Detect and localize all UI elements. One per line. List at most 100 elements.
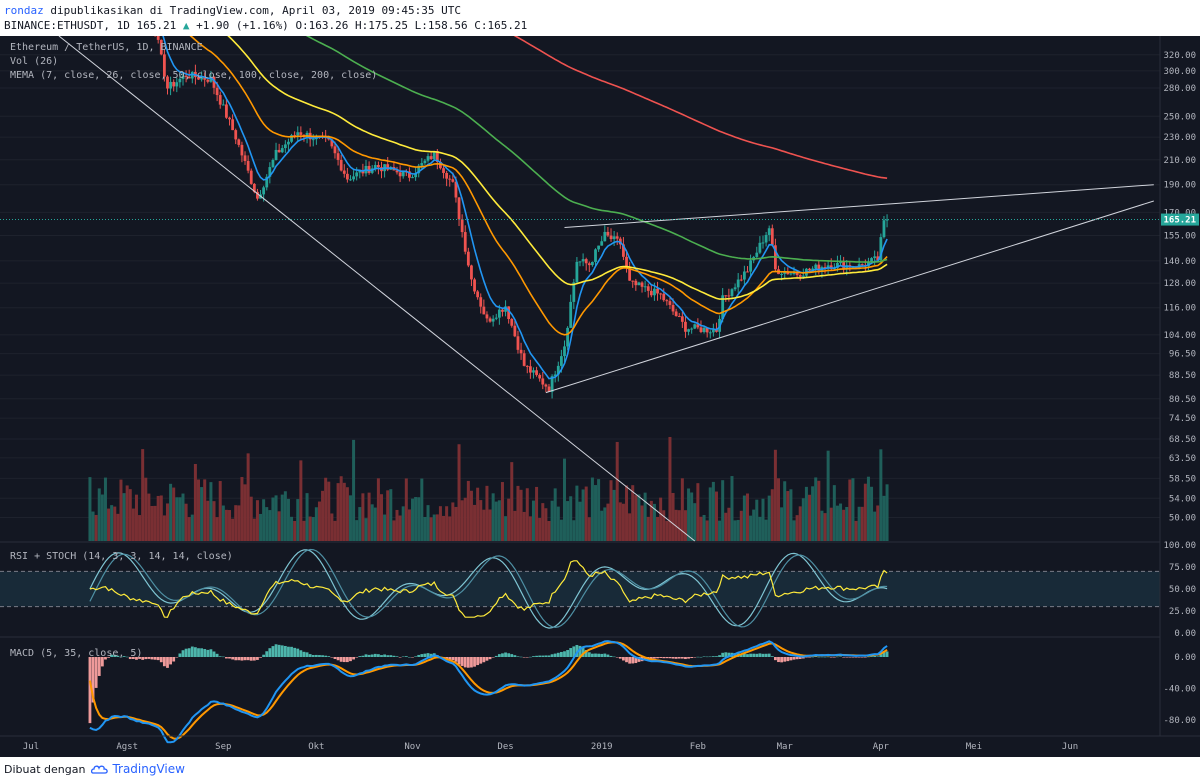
volume-bar xyxy=(169,483,173,541)
volume-bar xyxy=(668,436,672,541)
ema-100-line xyxy=(305,36,888,263)
macd-histogram-bar xyxy=(618,657,622,659)
candle-body xyxy=(612,236,616,240)
price-tick-label: 190.00 xyxy=(1163,181,1196,191)
candle-body xyxy=(411,177,414,179)
price-chart[interactable]: 320.00 300.00 280.00 250.00 230.00 210.00 190.… xyxy=(0,36,1200,757)
volume-bar xyxy=(882,495,886,541)
volume-bar xyxy=(488,509,492,541)
volume-bar xyxy=(761,498,765,541)
volume-bar xyxy=(677,510,681,541)
author-link[interactable]: rondaz xyxy=(4,4,44,17)
candle-body xyxy=(587,263,591,266)
candle-body xyxy=(541,378,545,385)
macd-histogram-bar xyxy=(234,657,238,661)
volume-bar xyxy=(823,513,827,541)
time-tick-label: Nov xyxy=(404,742,420,752)
price-tick-label: 128.00 xyxy=(1163,279,1196,289)
macd-histogram-bar xyxy=(97,657,101,676)
volume-bar xyxy=(559,519,563,541)
macd-histogram-bar xyxy=(805,657,808,658)
volume-bar xyxy=(234,505,238,541)
volume-bar xyxy=(398,515,402,541)
candle-body xyxy=(442,168,445,173)
volume-bar xyxy=(866,476,870,541)
candle-body xyxy=(401,171,405,177)
candle-body xyxy=(243,155,247,162)
macd-histogram-bar xyxy=(711,656,715,657)
volume-bar xyxy=(97,488,101,541)
candle-body xyxy=(197,77,200,80)
volume-bar xyxy=(801,498,805,541)
macd-histogram-bar xyxy=(823,656,827,658)
symbol-line: BINANCE:ETHUSDT, 1D 165.21 ▲ +1.90 (+1.1… xyxy=(4,18,1196,33)
candle-body xyxy=(333,146,337,154)
volume-bar xyxy=(500,482,504,541)
macd-histogram-bar xyxy=(628,657,632,664)
volume-bar xyxy=(531,500,535,541)
tradingview-logo[interactable]: TradingView xyxy=(91,762,185,776)
macd-histogram-bar xyxy=(423,653,427,657)
volume-bar xyxy=(249,496,253,541)
volume-bar xyxy=(485,485,489,541)
candle-body xyxy=(162,54,166,77)
volume-bar xyxy=(451,502,455,541)
candle-body xyxy=(860,264,864,266)
volume-bar xyxy=(466,480,470,541)
macd-histogram-bar xyxy=(166,657,169,668)
candle-body xyxy=(733,287,737,290)
candle-body xyxy=(724,295,728,297)
chart-background xyxy=(0,36,1200,757)
volume-bar xyxy=(733,520,737,541)
candle-body xyxy=(305,132,309,137)
candle-body xyxy=(600,241,604,246)
macd-histogram-bar xyxy=(786,657,790,662)
volume-bar xyxy=(656,516,660,541)
volume-bar xyxy=(609,480,613,541)
macd-histogram-bar xyxy=(280,645,284,657)
candle-body xyxy=(597,245,601,250)
price-tick-label: 54.00 xyxy=(1169,494,1196,504)
candle-body xyxy=(398,172,402,177)
macd-histogram-bar xyxy=(209,649,213,657)
volume-bar xyxy=(646,516,650,541)
macd-histogram-bar xyxy=(659,657,663,658)
volume-bar xyxy=(693,503,697,541)
volume-bar xyxy=(848,479,852,541)
candle-body xyxy=(485,314,489,319)
volume-bar xyxy=(770,489,774,541)
macd-histogram-bar xyxy=(550,654,554,657)
macd-histogram-bar xyxy=(305,652,309,657)
rsi-line xyxy=(89,560,888,618)
macd-histogram-bar xyxy=(739,653,743,657)
macd-histogram-bar xyxy=(215,653,219,657)
volume-bar xyxy=(634,495,638,541)
macd-histogram-bar xyxy=(814,656,818,657)
macd-histogram-bar xyxy=(780,657,784,663)
candle-body xyxy=(606,231,610,236)
volume-bar xyxy=(860,506,864,541)
macd-histogram-bar xyxy=(848,657,852,658)
candle-body xyxy=(432,151,436,159)
macd-histogram-bar xyxy=(795,657,799,660)
macd-histogram-bar xyxy=(94,657,98,688)
macd-histogram-bar xyxy=(665,657,669,659)
volume-bar xyxy=(379,494,383,541)
volume-bar xyxy=(107,508,111,541)
macd-histogram-bar xyxy=(190,646,194,657)
volume-bar xyxy=(122,493,126,541)
macd-histogram-bar xyxy=(792,657,796,660)
macd-histogram-bar xyxy=(349,657,352,662)
candle-body xyxy=(603,231,607,242)
volume-bar xyxy=(243,484,247,541)
volume-bar xyxy=(637,494,641,541)
candle-body xyxy=(184,75,188,77)
volume-bar xyxy=(469,490,473,541)
macd-histogram-bar xyxy=(721,652,725,657)
macd-histogram-bar xyxy=(296,648,300,657)
macd-histogram-bar xyxy=(603,653,607,657)
candle-body xyxy=(727,295,731,297)
price-tick-label: 230.00 xyxy=(1163,133,1196,143)
volume-bar xyxy=(286,498,290,541)
volume-bar xyxy=(448,516,452,541)
